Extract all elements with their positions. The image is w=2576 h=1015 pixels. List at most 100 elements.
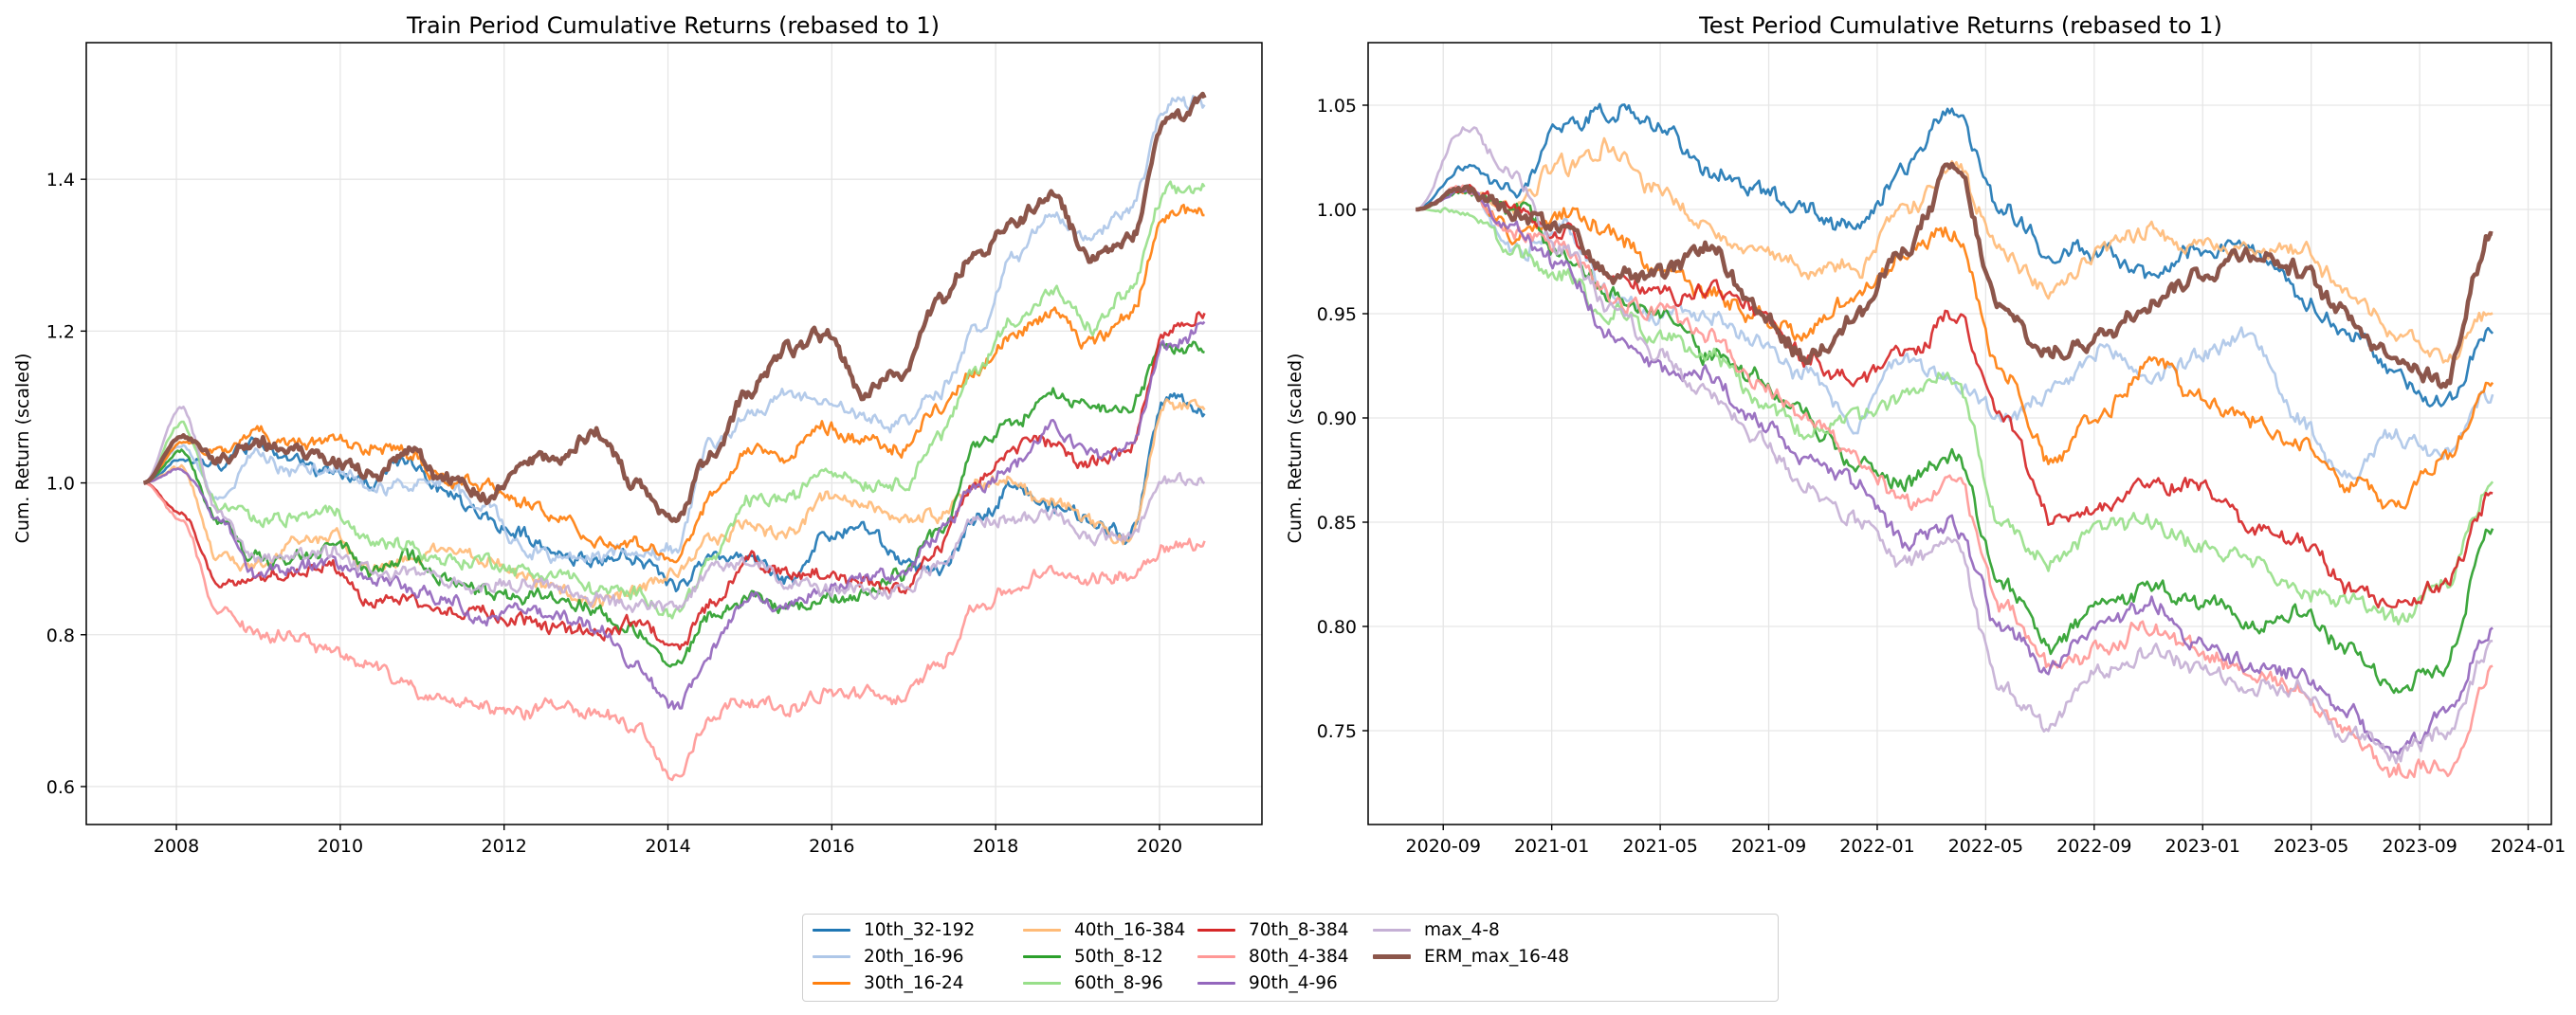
legend-item: 80th_4-384 (1197, 943, 1349, 970)
legend-label: 70th_8-384 (1249, 919, 1349, 940)
legend-swatch (1023, 981, 1061, 985)
series-line-90th_4-96 (143, 320, 1206, 711)
x-tick-label: 2023-01 (2165, 836, 2240, 857)
x-tick-label: 2021-01 (1514, 836, 1589, 857)
train-series-group (142, 91, 1207, 782)
x-tick-label: 2024-01 (2491, 836, 2566, 857)
legend-item: 30th_16-24 (813, 970, 964, 996)
test-series-group (1416, 102, 2494, 779)
train-gridlines (86, 43, 1262, 825)
y-tick-label: 1.4 (46, 170, 75, 190)
y-tick-label: 0.95 (1317, 304, 1357, 325)
chart-legend: 10th_32-192 20th_16-96 30th_16-24 40th_16-3… (802, 914, 1779, 1002)
legend-item: 10th_32-192 (813, 916, 975, 943)
series-line-ERM_max_16-48 (142, 91, 1207, 524)
x-tick-label: 2022-09 (2056, 836, 2131, 857)
legend-item: ERM_max_16-48 (1373, 943, 1569, 970)
legend-swatch (1197, 928, 1235, 932)
test-axis-ticks: 2020-09 2021-01 2021-05 2021-09 2022-01 2022-… (1317, 96, 2567, 857)
x-tick-label: 2012 (482, 836, 527, 857)
legend-label: 60th_8-96 (1074, 972, 1163, 993)
x-tick-label: 2018 (973, 836, 1018, 857)
legend-item: max_4-8 (1373, 916, 1500, 943)
test-y-axis-label: Cum. Return (scaled) (1285, 353, 1306, 544)
x-tick-label: 2021-05 (1622, 836, 1697, 857)
y-tick-label: 1.00 (1317, 200, 1357, 221)
test-chart-panel: Test Period Cumulative Returns (rebased … (1285, 12, 2566, 857)
legend-item: 20th_16-96 (813, 943, 964, 970)
series-line-20th_16-96 (1416, 185, 2494, 482)
legend-item: 70th_8-384 (1197, 916, 1349, 943)
legend-swatch (813, 928, 850, 932)
y-tick-label: 0.75 (1317, 721, 1357, 742)
y-tick-label: 0.85 (1317, 513, 1357, 534)
series-line-30th_16-24 (143, 204, 1205, 564)
series-line-90th_4-96 (1416, 188, 2494, 757)
y-tick-label: 1.0 (46, 474, 75, 495)
x-tick-label: 2021-09 (1731, 836, 1806, 857)
legend-label: 20th_16-96 (864, 946, 964, 967)
train-y-axis-label: Cum. Return (scaled) (12, 353, 33, 544)
train-chart-panel: Train Period Cumulative Returns (rebased… (12, 12, 1263, 857)
legend-item: 50th_8-12 (1023, 943, 1163, 970)
series-line-max_4-8 (143, 405, 1206, 613)
series-line-30th_16-24 (1416, 185, 2494, 510)
x-tick-label: 2016 (809, 836, 854, 857)
x-tick-label: 2020-09 (1406, 836, 1481, 857)
train-axes-frame (85, 42, 1263, 825)
series-line-max_4-8 (1416, 126, 2494, 765)
test-chart-title: Test Period Cumulative Returns (rebased … (1698, 12, 2222, 39)
legend-item: 60th_8-96 (1023, 970, 1163, 996)
series-line-20th_16-96 (143, 95, 1206, 565)
legend-swatch (1023, 954, 1061, 958)
series-line-60th_8-96 (143, 180, 1206, 620)
legend-swatch (1373, 953, 1411, 959)
train-axis-ticks: 2008 2010 2012 2014 2016 2018 2020 0.6 0.8 1.0 1.2… (46, 170, 1182, 857)
legend-label: ERM_max_16-48 (1424, 946, 1570, 967)
legend-swatch (1197, 954, 1235, 958)
x-tick-label: 2008 (154, 836, 199, 857)
series-line-40th_16-384 (143, 397, 1206, 609)
test-gridlines (1368, 43, 2551, 825)
x-tick-label: 2022-01 (1839, 836, 1914, 857)
legend-swatch (1373, 928, 1411, 932)
x-tick-label: 2014 (645, 836, 690, 857)
series-line-80th_4-384 (143, 481, 1206, 782)
legend-swatch (1023, 928, 1061, 932)
series-line-10th_32-192 (1416, 102, 2494, 408)
train-chart-title: Train Period Cumulative Returns (rebased… (406, 12, 940, 39)
legend-label: 80th_4-384 (1249, 946, 1349, 967)
legend-item: 90th_4-96 (1197, 970, 1338, 996)
y-tick-label: 0.8 (46, 625, 75, 646)
y-tick-label: 0.80 (1317, 617, 1357, 638)
legend-item: 40th_16-384 (1023, 916, 1185, 943)
x-tick-label: 2020 (1137, 836, 1182, 857)
series-line-50th_8-12 (143, 340, 1205, 668)
series-line-60th_8-96 (1416, 207, 2494, 626)
test-axes-frame (1367, 42, 2552, 825)
legend-label: 40th_16-384 (1074, 919, 1186, 940)
legend-label: 90th_4-96 (1249, 972, 1338, 993)
legend-swatch (1197, 981, 1235, 985)
series-line-50th_8-12 (1416, 187, 2494, 695)
series-line-70th_8-384 (143, 311, 1206, 651)
legend-label: 10th_32-192 (864, 919, 976, 940)
series-line-ERM_max_16-48 (1416, 161, 2494, 390)
x-tick-label: 2023-05 (2274, 836, 2348, 857)
y-tick-label: 0.90 (1317, 408, 1357, 429)
series-line-80th_4-384 (1416, 184, 2494, 779)
legend-label: 50th_8-12 (1074, 946, 1163, 967)
series-line-70th_8-384 (1416, 183, 2494, 609)
legend-label: 30th_16-24 (864, 972, 964, 993)
x-tick-label: 2023-09 (2382, 836, 2457, 857)
legend-swatch (813, 981, 850, 985)
series-line-40th_16-384 (1416, 136, 2494, 364)
y-tick-label: 0.6 (46, 777, 75, 798)
y-tick-label: 1.05 (1317, 96, 1357, 117)
x-tick-label: 2022-05 (1948, 836, 2023, 857)
legend-label: max_4-8 (1424, 919, 1500, 940)
y-tick-label: 1.2 (46, 321, 75, 342)
legend-swatch (813, 954, 850, 958)
x-tick-label: 2010 (318, 836, 363, 857)
